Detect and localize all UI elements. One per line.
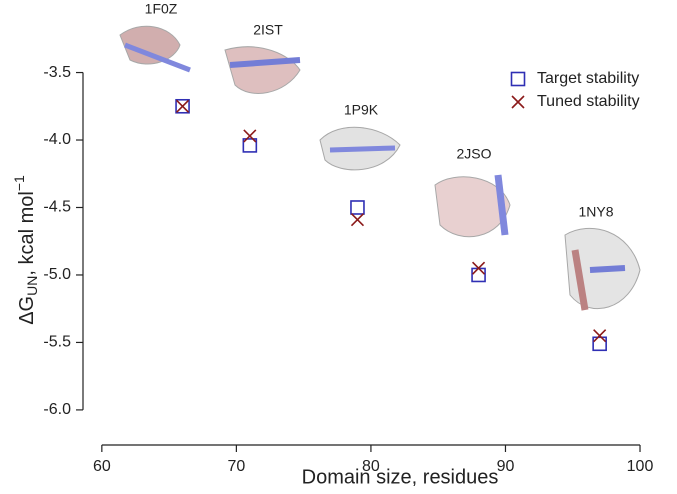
square-marker — [510, 71, 526, 87]
cross-marker — [511, 95, 525, 109]
cross-marker — [471, 261, 486, 275]
y-label-sub: UN — [24, 276, 40, 296]
structure-label: 1P9K — [344, 102, 379, 118]
square-marker — [242, 138, 258, 153]
cross-marker — [243, 129, 257, 143]
structure-label: 2JSO — [456, 146, 491, 162]
y-tick-label: -5.0 — [43, 266, 71, 283]
square-marker — [175, 98, 190, 114]
structure-label: 1F0Z — [145, 1, 178, 17]
structure-illustrations — [119, 25, 641, 311]
y-tick-label: -3.5 — [43, 64, 71, 81]
y-tick-label: -4.0 — [43, 131, 71, 148]
square-marker — [350, 200, 365, 215]
legend-label: Target stability — [537, 70, 639, 87]
x-tick-label: 70 — [227, 458, 245, 475]
y-tick-label: -4.5 — [43, 199, 71, 216]
x-tick-label: 60 — [93, 458, 111, 475]
y-tick-label: -5.5 — [43, 334, 71, 351]
legend-label: Tuned stability — [537, 93, 640, 110]
square-marker — [592, 336, 607, 352]
y-label-main: ΔG — [16, 296, 38, 325]
structure-label: 2IST — [253, 22, 283, 38]
y-tick-label: -6.0 — [43, 401, 71, 418]
cross-marker — [350, 213, 365, 227]
x-tick-label: 90 — [497, 458, 515, 475]
x-tick-label: 80 — [362, 458, 380, 475]
x-axis-label: Domain size, residues — [302, 466, 499, 488]
x-tick-label: 100 — [627, 458, 654, 475]
structure-label: 1NY8 — [578, 204, 613, 220]
square-marker — [471, 267, 486, 283]
y-label-sup: −1 — [11, 175, 27, 191]
cross-marker — [593, 329, 607, 343]
cross-marker — [175, 99, 190, 113]
y-axis-label: ΔGUN, kcal mol−1 — [11, 175, 40, 325]
y-label-rest: , kcal mol — [16, 191, 38, 275]
